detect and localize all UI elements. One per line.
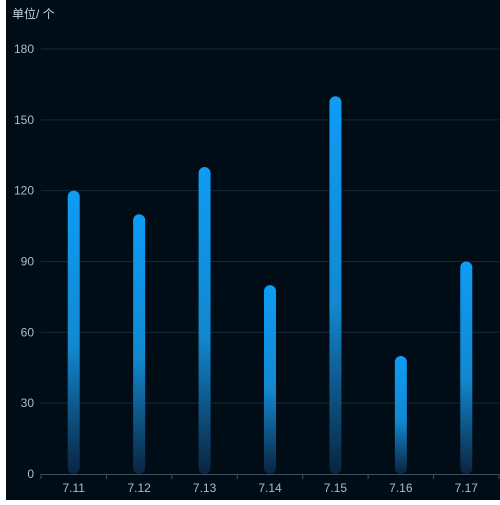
y-tick-label: 30 [21, 396, 35, 410]
y-axis-tick-labels: 0 30 60 90 120 150 180 [14, 42, 34, 481]
bar [133, 214, 146, 474]
x-tick-label: 7.14 [258, 481, 282, 495]
y-tick-label: 180 [14, 42, 34, 56]
y-tick-label: 150 [14, 113, 34, 127]
x-axis-tick-labels: 7.11 7.12 7.13 7.14 7.15 7.16 7.17 [62, 481, 478, 495]
gridlines [41, 48, 499, 404]
unit-label: 单位/ 个 [12, 6, 55, 21]
bar [394, 355, 407, 474]
bar [460, 261, 473, 474]
bar [329, 96, 342, 474]
bars [67, 96, 473, 475]
x-tick-label: 7.17 [455, 481, 479, 495]
x-tick-label: 7.16 [389, 481, 413, 495]
y-tick-label: 90 [21, 255, 35, 269]
x-tick-label: 7.12 [127, 481, 151, 495]
y-tick-label: 60 [21, 325, 35, 339]
x-tick-label: 7.13 [193, 481, 217, 495]
x-axis [40, 474, 500, 479]
y-tick-label: 120 [14, 184, 34, 198]
x-tick-label: 7.11 [62, 481, 85, 495]
bar [198, 167, 211, 475]
bar [264, 285, 276, 474]
chart-panel: 单位/ 个 0 30 60 90 120 150 180 7.11 7.12 7.13 7.14 7… [6, 0, 500, 500]
x-tick-label: 7.15 [324, 481, 348, 495]
y-tick-label: 0 [27, 467, 34, 481]
bar [67, 190, 80, 474]
